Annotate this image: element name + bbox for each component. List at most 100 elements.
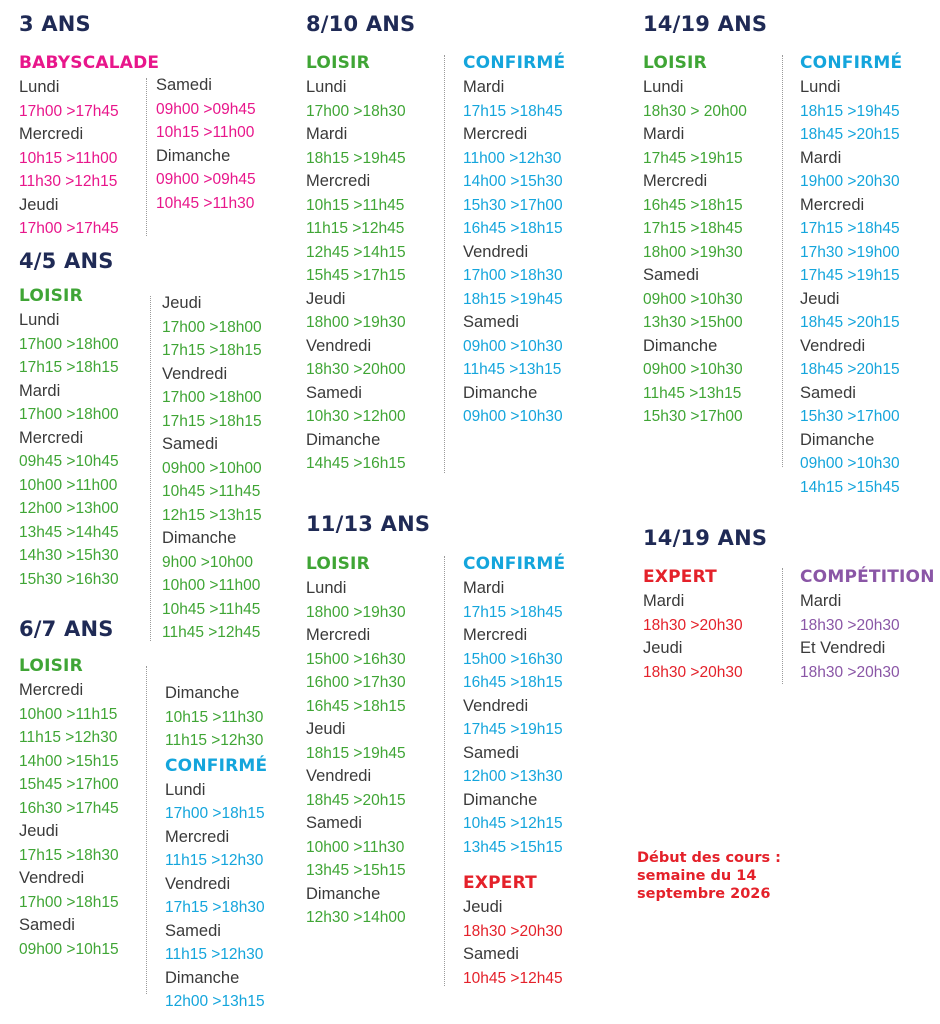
day-label: Jeudi [19,195,59,214]
section-title-3-ans: 3 ANS [19,12,91,36]
time-slot: 18h30 >20h30 [800,616,900,634]
category-loisir: LOISIR [306,53,370,73]
time-slot: 09h00 >10h30 [800,455,900,472]
schedule-list: Mardi 17h15 >18h45 Mercredi 11h00 >12h30 14h… [463,76,565,429]
day-label: Mercredi [800,195,865,214]
note-line-1: Début des cours : [637,850,781,866]
day-label: Dimanche [162,529,237,547]
schedule-list: Lundi 17h00 >18h30 Mardi 18h15 >19h45 Mercre… [306,76,406,476]
time-slot: 12h00 >13h00 [19,500,119,517]
section-title-14-19-ans: 14/19 ANS [643,12,768,36]
day-label: Lundi [306,579,347,597]
time-slot: 17h15 >18h15 [19,359,119,376]
day-label: Vendredi [306,336,372,355]
time-slot: 09h00 >10h00 [162,459,262,477]
time-slot: 10h30 >12h00 [306,408,406,425]
time-slot: 17h30 >19h00 [800,243,900,261]
schedule-list: Dimanche 10h15 >11h30 11h15 >12h30 [165,682,267,753]
day-label: Dimanche [463,790,538,809]
time-slot: 15h45 >17h00 [19,776,119,793]
day-label: Mercredi [463,125,528,143]
time-slot: 12h30 >14h00 [306,909,406,926]
time-slot: 17h45 >19h15 [643,149,743,167]
day-label: Samedi [156,76,212,94]
time-slot: 10h15 >11h45 [306,196,405,214]
day-label: Mardi [800,592,842,610]
start-date-note: Début des cours : semaine du 14 septembr… [637,849,781,903]
time-slot: 15h00 >16h30 [306,650,406,668]
separator [146,666,147,994]
day-label: Mardi [463,579,505,597]
day-label: Vendredi [165,874,231,893]
time-slot: 11h15 >12h45 [306,220,405,237]
time-slot: 12h15 >13h15 [162,506,262,524]
day-label: Vendredi [19,869,85,887]
time-slot: 15h00 >16h30 [463,650,563,668]
time-slot: 14h45 >16h15 [306,455,406,472]
day-label: Dimanche [165,968,240,987]
time-slot: 13h30 >15h00 [643,314,743,331]
time-slot: 11h45 >13h15 [643,384,742,402]
time-slot: 18h00 >19h30 [306,314,406,331]
day-label: Dimanche [156,146,231,165]
14-19-confirme-column: CONFIRMÉ Lundi 18h15 >19h45 18h45 >20h15 Ma… [800,50,902,499]
section-title-4-5-ans: 4/5 ANS [19,249,114,273]
day-label: Jeudi [306,720,346,738]
time-slot: 11h45 >12h45 [162,624,261,641]
time-slot: 17h00 >17h45 [19,102,119,120]
separator [150,296,151,641]
time-slot: 17h15 >18h15 [162,342,262,359]
time-slot: 17h15 >18h45 [800,220,900,237]
time-slot: 16h45 >18h15 [463,220,563,237]
time-slot: 12h45 >14h15 [306,243,406,261]
day-label: Dimanche [165,684,240,702]
day-label: Samedi [463,945,519,963]
time-slot: 10h00 >11h00 [19,476,118,494]
time-slot: 13h45 >15h15 [463,838,563,856]
time-slot: 09h00 >10h30 [463,337,563,355]
time-slot: 18h15 >19h45 [306,149,406,167]
time-slot: 18h15 >19h45 [306,744,406,762]
time-slot: 16h00 >17h30 [306,674,406,691]
time-slot: 15h30 >17h00 [800,408,900,425]
day-label: Jeudi [643,639,683,657]
category-loisir: LOISIR [306,554,370,574]
babyscalade-column-1: BABYSCALADE Lundi 17h00 >17h45 Mercredi 10h… [19,50,159,241]
time-slot: 13h45 >15h15 [306,862,406,879]
separator [444,55,445,473]
schedule-list: Lundi 17h00 >18h15 Mercredi 11h15 >12h30 Ven… [165,779,267,1014]
time-slot: 18h30 > 20h00 [643,102,747,120]
time-slot: 18h15 >19h45 [463,290,563,308]
time-slot: 18h45 >20h15 [306,791,406,809]
time-slot: 18h30 >20h30 [643,663,743,681]
day-label: Mercredi [19,681,84,699]
day-label: Lundi [643,78,684,96]
day-label: Lundi [19,78,60,96]
time-slot: 09h00 >10h30 [643,290,743,308]
schedule-list: Jeudi 17h00 >18h00 17h15 >18h15 Vendredi 17h… [162,292,262,645]
time-slot: 18h45 >20h15 [800,314,900,331]
category-confirme: CONFIRMÉ [800,53,903,73]
6-7-loisir-column-2: Dimanche 10h15 >11h30 11h15 >12h30 CONFIRM… [165,682,267,1014]
day-label: Samedi [165,921,221,940]
section-title-14-19-ans-expert: 14/19 ANS [643,526,768,550]
day-label: Samedi [463,743,519,762]
time-slot: 09h00 >10h30 [463,408,563,425]
day-label: Jeudi [162,294,202,312]
14-19-loisir-column: LOISIR Lundi 18h30 > 20h00 Mardi 17h45 >19h… [643,50,747,429]
time-slot: 18h30 >20h00 [306,361,406,378]
category-confirme: CONFIRMÉ [463,554,566,574]
time-slot: 11h15 >12h30 [165,946,264,963]
day-label: Jeudi [19,822,59,840]
time-slot: 18h00 >19h30 [306,603,406,621]
section-title-6-7-ans: 6/7 ANS [19,617,114,641]
8-10-loisir-column: LOISIR Lundi 17h00 >18h30 Mardi 18h15 >19h4… [306,50,406,476]
time-slot: 09h45 >10h45 [19,453,119,470]
time-slot: 11h00 >12h30 [463,149,562,167]
babyscalade-column-2: Samedi 09h00 >09h45 10h15 >11h00 Dimanche 09… [156,74,256,215]
day-label: Lundi [19,311,60,329]
category-confirme: CONFIRMÉ [463,53,566,73]
time-slot: 10h15 >11h00 [156,124,255,141]
time-slot: 16h30 >17h45 [19,799,119,817]
time-slot: 18h00 >19h30 [643,243,743,261]
